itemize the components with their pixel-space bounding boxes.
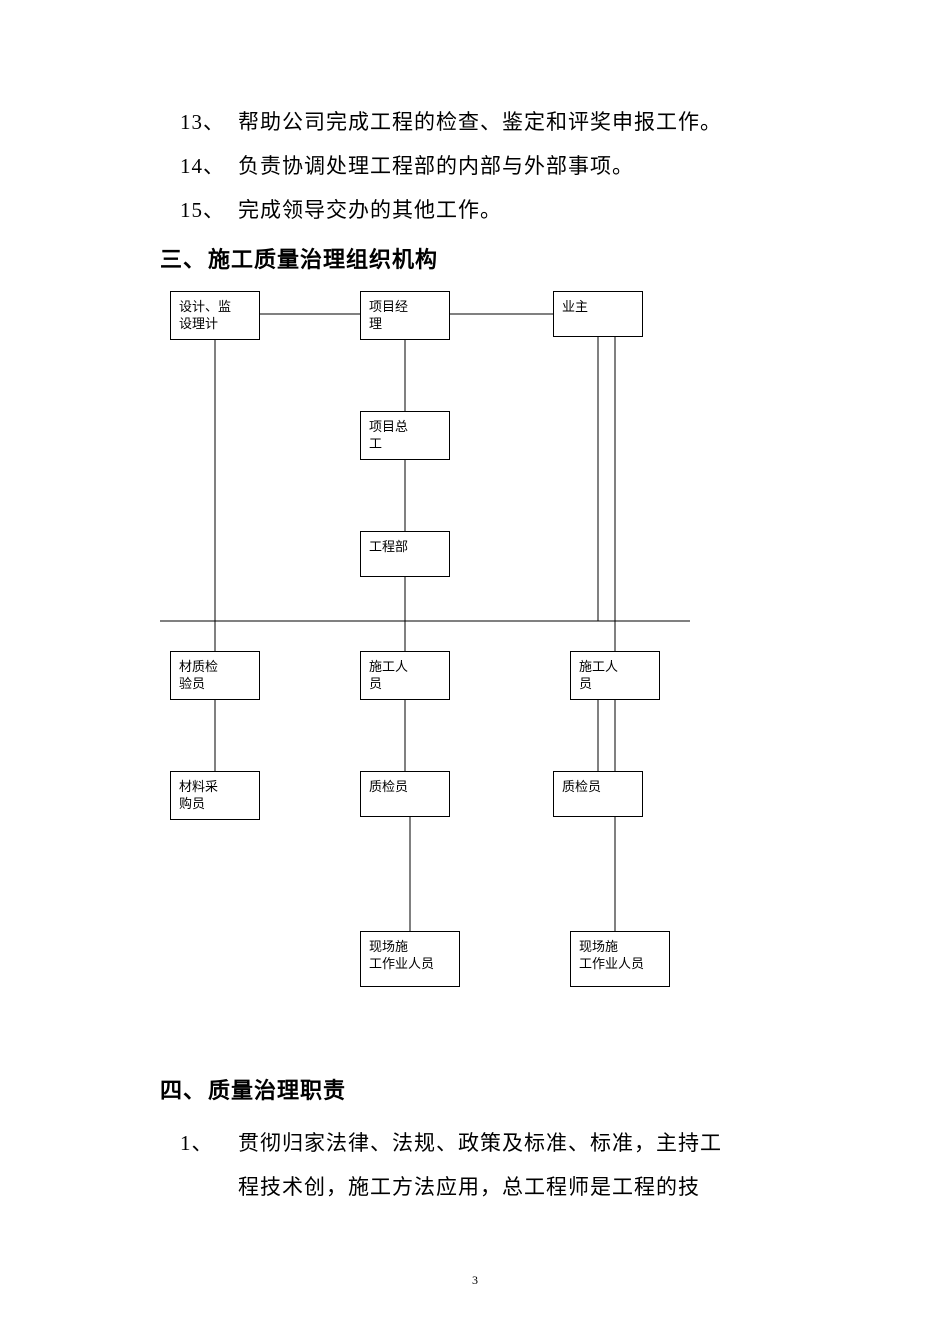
list-item-13: 13、帮助公司完成工程的检查、鉴定和评奖申报工作。 (180, 100, 790, 144)
item1-line1: 贯彻归家法律、法规、政策及标准、标准，主持工 (238, 1131, 722, 1155)
item1-text: 贯彻归家法律、法规、政策及标准、标准，主持工程技术创，施工方法应用，总工程师是工… (238, 1121, 778, 1209)
list-num-14: 14、 (180, 144, 238, 188)
heading-3: 三、施工质量治理组织机构 (160, 236, 790, 284)
node-n_site1: 现场施工作业人员 (360, 931, 460, 987)
node-n_worker2: 施工人员 (570, 651, 660, 700)
item1-line2: 程技术创，施工方法应用，总工程师是工程的技 (238, 1175, 700, 1199)
page-number: 3 (0, 1273, 950, 1288)
list-text-15: 完成领导交办的其他工作。 (238, 198, 502, 222)
list-num-15: 15、 (180, 188, 238, 232)
node-n_matbuy: 材料采购员 (170, 771, 260, 820)
node-n_worker1: 施工人员 (360, 651, 450, 700)
list-num-13: 13、 (180, 100, 238, 144)
heading-4: 四、质量治理职责 (160, 1067, 790, 1115)
heading-3-text: 施工质量治理组织机构 (208, 247, 438, 272)
node-n_owner: 业主 (553, 291, 643, 337)
list-item-14: 14、负责协调处理工程部的内部与外部事项。 (180, 144, 790, 188)
item1-num: 1、 (180, 1121, 238, 1165)
node-n_matqc: 材质检验员 (170, 651, 260, 700)
heading-4-text: 质量治理职责 (208, 1078, 346, 1103)
node-n_qc1: 质检员 (360, 771, 450, 817)
heading-4-num: 四、 (160, 1067, 208, 1115)
node-n_engdept: 工程部 (360, 531, 450, 577)
body-item-1: 1、贯彻归家法律、法规、政策及标准、标准，主持工程技术创，施工方法应用，总工程师… (180, 1121, 790, 1209)
heading-3-num: 三、 (160, 236, 208, 284)
node-n_site2: 现场施工作业人员 (570, 931, 670, 987)
node-n_chief: 项目总工 (360, 411, 450, 460)
org-chart-diagram: 设计、监设理计 项目经理 业主项目总工工程部材质检验员 施工人员 施工人员材料采购员 质检… (160, 291, 790, 1061)
list-text-13: 帮助公司完成工程的检查、鉴定和评奖申报工作。 (238, 110, 722, 134)
node-n_design: 设计、监设理计 (170, 291, 260, 340)
node-n_qc2: 质检员 (553, 771, 643, 817)
node-n_pm: 项目经理 (360, 291, 450, 340)
list-text-14: 负责协调处理工程部的内部与外部事项。 (238, 154, 634, 178)
list-item-15: 15、完成领导交办的其他工作。 (180, 188, 790, 232)
